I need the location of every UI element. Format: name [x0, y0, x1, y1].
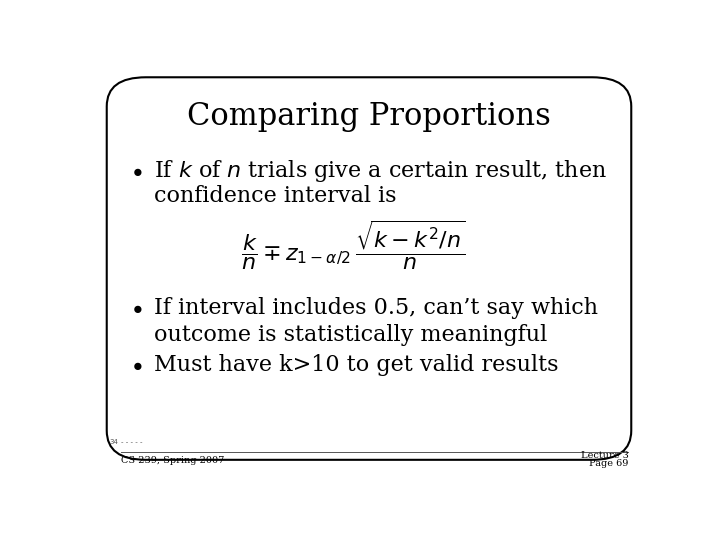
Text: 34: 34 — [109, 439, 118, 446]
Text: $\bullet$: $\bullet$ — [129, 159, 143, 183]
Text: Must have k>10 to get valid results: Must have k>10 to get valid results — [154, 354, 559, 376]
Text: $\bullet$: $\bullet$ — [129, 296, 143, 320]
Text: If interval includes 0.5, can’t say which: If interval includes 0.5, can’t say whic… — [154, 297, 598, 319]
FancyBboxPatch shape — [107, 77, 631, 460]
Text: Lecture 3: Lecture 3 — [580, 451, 629, 460]
Text: - - - - -: - - - - - — [121, 439, 142, 446]
Text: outcome is statistically meaningful: outcome is statistically meaningful — [154, 324, 547, 346]
Text: confidence interval is: confidence interval is — [154, 185, 397, 207]
Text: $\bullet$: $\bullet$ — [129, 353, 143, 377]
Text: Comparing Proportions: Comparing Proportions — [187, 102, 551, 132]
Text: If $k$ of $n$ trials give a certain result, then: If $k$ of $n$ trials give a certain resu… — [154, 158, 607, 184]
Text: $\dfrac{k}{n} \mp z_{1-\alpha/2}\,\dfrac{\sqrt{k - k^2/n}}{n}$: $\dfrac{k}{n} \mp z_{1-\alpha/2}\,\dfrac… — [240, 219, 465, 272]
Text: Page 69: Page 69 — [589, 460, 629, 469]
Text: CS 239, Spring 2007: CS 239, Spring 2007 — [121, 456, 224, 465]
